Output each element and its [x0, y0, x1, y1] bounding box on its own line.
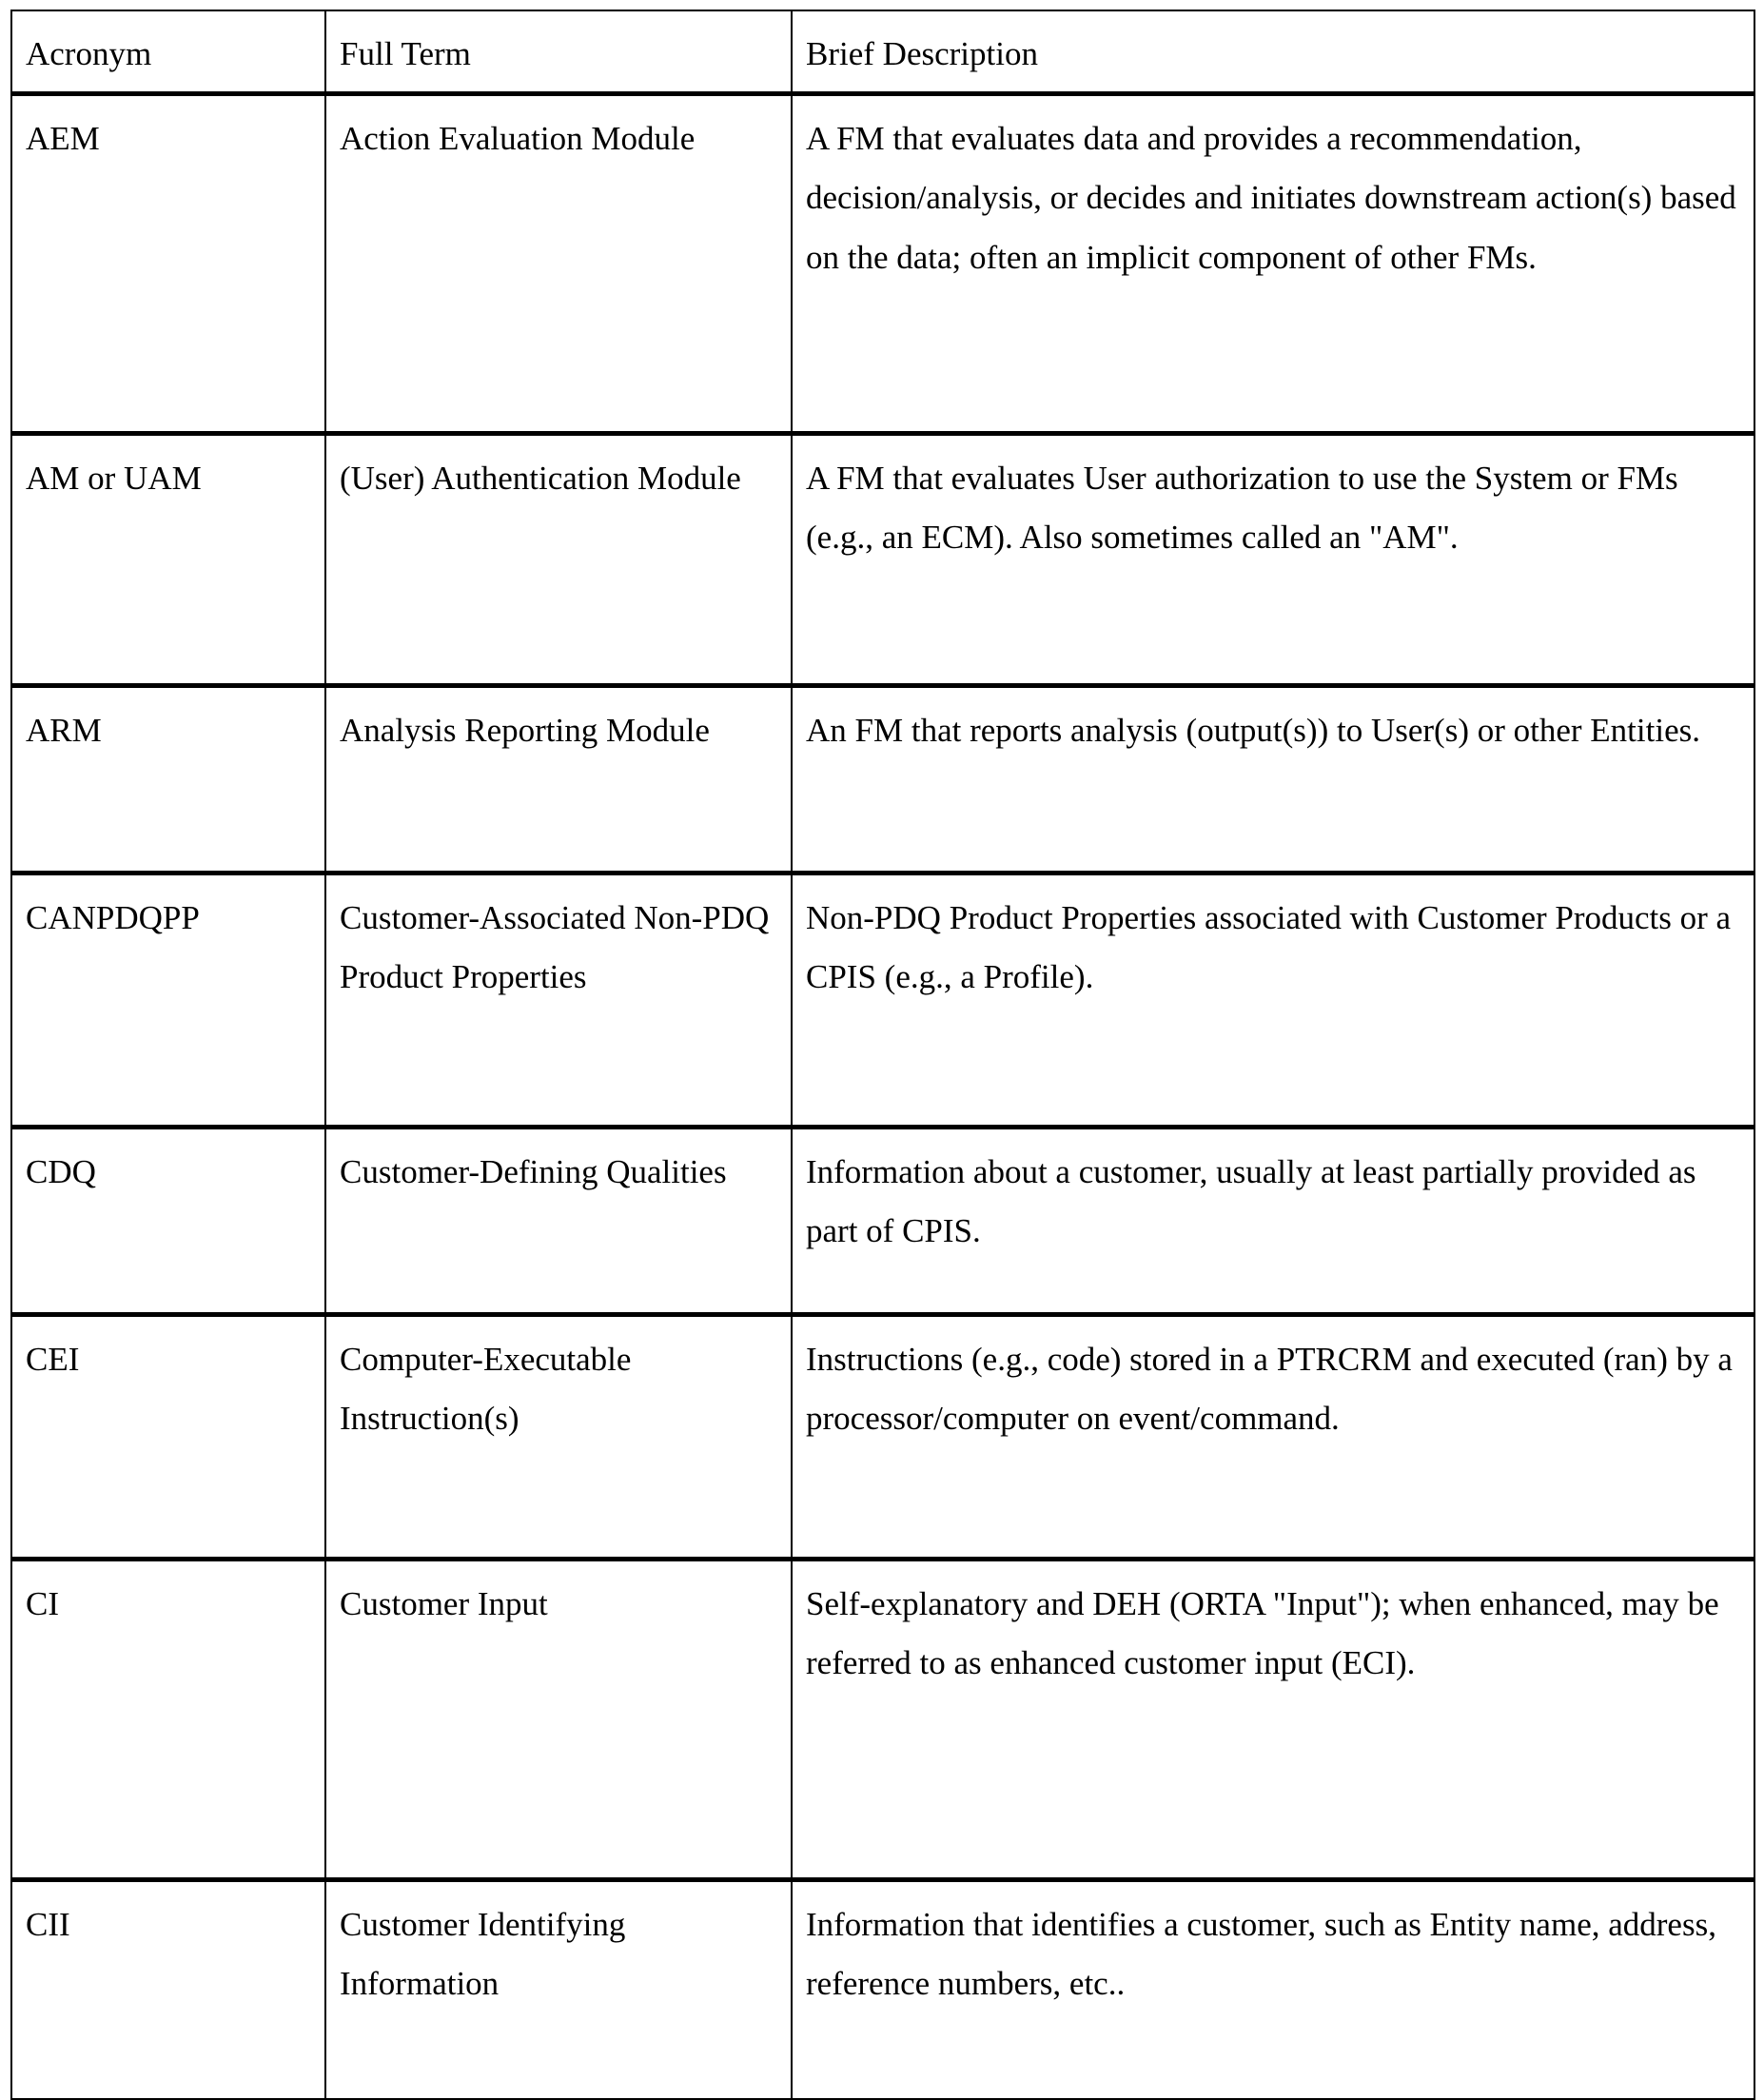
- full-term-value: Action Evaluation Module: [340, 109, 779, 168]
- acronym-glossary-table: Acronym Full Term Brief Description AEM …: [10, 10, 1755, 2100]
- column-header-full-term-label: Full Term: [340, 25, 779, 84]
- table-header-row: Acronym Full Term Brief Description: [11, 10, 1754, 94]
- description-value: An FM that reports analysis (output(s)) …: [806, 701, 1742, 760]
- table-row: ARM Analysis Reporting Module An FM that…: [11, 686, 1754, 873]
- column-header-brief-description: Brief Description: [792, 10, 1754, 94]
- column-header-acronym-label: Acronym: [26, 25, 313, 84]
- cell-full-term: Analysis Reporting Module: [325, 686, 792, 873]
- cell-full-term: Customer Identifying Information: [325, 1880, 792, 2100]
- table-row: CANPDQPP Customer-Associated Non-PDQ Pro…: [11, 873, 1754, 1128]
- cell-acronym: AM or UAM: [11, 434, 325, 686]
- column-header-brief-description-label: Brief Description: [806, 25, 1742, 84]
- full-term-value: Customer-Defining Qualities: [340, 1143, 779, 1202]
- acronym-value: CDQ: [26, 1143, 313, 1202]
- cell-description: Non-PDQ Product Properties associated wi…: [792, 873, 1754, 1128]
- cell-acronym: ARM: [11, 686, 325, 873]
- description-value: Non-PDQ Product Properties associated wi…: [806, 889, 1742, 1008]
- description-value: A FM that evaluates data and provides a …: [806, 109, 1742, 287]
- cell-description: Self-explanatory and DEH (ORTA "Input");…: [792, 1560, 1754, 1880]
- cell-full-term: Computer-Executable Instruction(s): [325, 1315, 792, 1560]
- cell-acronym: CDQ: [11, 1128, 325, 1315]
- description-value: A FM that evaluates User authorization t…: [806, 449, 1742, 568]
- cell-description: Information about a customer, usually at…: [792, 1128, 1754, 1315]
- full-term-value: Computer-Executable Instruction(s): [340, 1330, 779, 1449]
- cell-full-term: Customer Input: [325, 1560, 792, 1880]
- full-term-value: Customer Identifying Information: [340, 1895, 779, 2014]
- full-term-value: Analysis Reporting Module: [340, 701, 779, 760]
- acronym-value: AM or UAM: [26, 449, 313, 508]
- cell-full-term: (User) Authentication Module: [325, 434, 792, 686]
- full-term-value: Customer-Associated Non-PDQ Product Prop…: [340, 889, 779, 1008]
- cell-description: An FM that reports analysis (output(s)) …: [792, 686, 1754, 873]
- cell-description: Information that identifies a customer, …: [792, 1880, 1754, 2100]
- cell-acronym: AEM: [11, 94, 325, 434]
- description-value: Self-explanatory and DEH (ORTA "Input");…: [806, 1575, 1742, 1694]
- cell-acronym: CI: [11, 1560, 325, 1880]
- document-page: Acronym Full Term Brief Description AEM …: [0, 0, 1764, 1891]
- cell-full-term: Action Evaluation Module: [325, 94, 792, 434]
- cell-description: A FM that evaluates data and provides a …: [792, 94, 1754, 434]
- acronym-value: CII: [26, 1895, 313, 1954]
- full-term-value: (User) Authentication Module: [340, 449, 779, 508]
- cell-description: Instructions (e.g., code) stored in a PT…: [792, 1315, 1754, 1560]
- cell-description: A FM that evaluates User authorization t…: [792, 434, 1754, 686]
- acronym-value: ARM: [26, 701, 313, 760]
- cell-full-term: Customer-Associated Non-PDQ Product Prop…: [325, 873, 792, 1128]
- acronym-value: CEI: [26, 1330, 313, 1389]
- acronym-value: CI: [26, 1575, 313, 1634]
- cell-acronym: CEI: [11, 1315, 325, 1560]
- cell-acronym: CANPDQPP: [11, 873, 325, 1128]
- description-value: Instructions (e.g., code) stored in a PT…: [806, 1330, 1742, 1449]
- full-term-value: Customer Input: [340, 1575, 779, 1634]
- cell-acronym: CII: [11, 1880, 325, 2100]
- table-row: CI Customer Input Self-explanatory and D…: [11, 1560, 1754, 1880]
- description-value: Information that identifies a customer, …: [806, 1895, 1742, 2014]
- table-body: AEM Action Evaluation Module A FM that e…: [11, 94, 1754, 2100]
- description-value: Information about a customer, usually at…: [806, 1143, 1742, 1262]
- table-row: CDQ Customer-Defining Qualities Informat…: [11, 1128, 1754, 1315]
- acronym-value: AEM: [26, 109, 313, 168]
- table-header: Acronym Full Term Brief Description: [11, 10, 1754, 94]
- column-header-acronym: Acronym: [11, 10, 325, 94]
- table-row: AEM Action Evaluation Module A FM that e…: [11, 94, 1754, 434]
- cell-full-term: Customer-Defining Qualities: [325, 1128, 792, 1315]
- table-row: CEI Computer-Executable Instruction(s) I…: [11, 1315, 1754, 1560]
- acronym-value: CANPDQPP: [26, 889, 313, 948]
- column-header-full-term: Full Term: [325, 10, 792, 94]
- table-row: CII Customer Identifying Information Inf…: [11, 1880, 1754, 2100]
- table-row: AM or UAM (User) Authentication Module A…: [11, 434, 1754, 686]
